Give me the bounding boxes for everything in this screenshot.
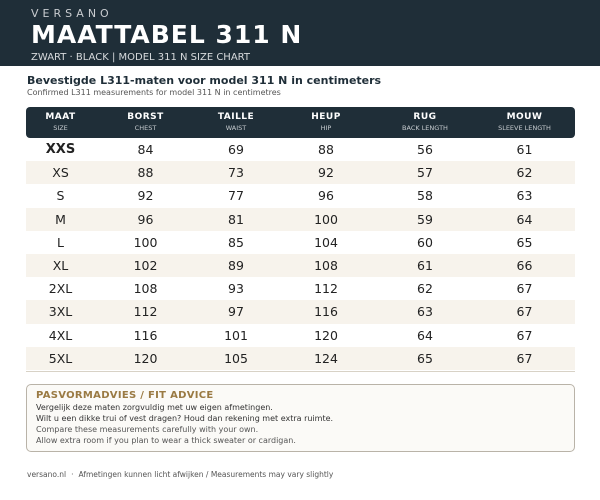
size-cell: XXS: [45, 142, 76, 158]
hip-cell: 116: [314, 304, 338, 320]
header-banner: VERSANO MAATTABEL 311 N ZWART · BLACK | …: [0, 0, 600, 66]
back-length-cell: 57: [417, 165, 433, 181]
fit-advice-line: Allow extra room if you plan to wear a t…: [36, 436, 296, 445]
waist-cell: 81: [228, 211, 244, 227]
hip-cell: 92: [318, 165, 334, 181]
size-cell: XL: [52, 258, 69, 274]
hip-cell: 88: [318, 142, 334, 158]
table-row: M 96 81 100 59 64: [26, 207, 575, 231]
sleeve-length-cell: 62: [516, 165, 533, 181]
column-header-sleeve-length: MOUW SLEEVE LENGTH: [498, 112, 551, 132]
column-header-waist: TAILLE WAIST: [217, 112, 255, 132]
size-cell: 4XL: [48, 327, 73, 343]
hip-cell: 100: [314, 211, 338, 227]
footer-separator: ·: [71, 470, 74, 479]
hip-cell: 104: [314, 234, 338, 250]
hip-cell: 96: [318, 188, 334, 204]
back-length-cell: 61: [417, 258, 433, 274]
table-bottom-rule: [26, 370, 575, 372]
page-title: MAATTABEL 311 N: [31, 20, 303, 49]
size-cell: 3XL: [48, 304, 73, 320]
footer: versano.nl · Afmetingen kunnen licht afwij…: [27, 470, 333, 479]
sleeve-length-cell: 65: [516, 234, 533, 250]
table-row: XS 88 73 92 57 62: [26, 161, 575, 185]
chest-cell: 100: [133, 234, 158, 250]
brand-name: VERSANO: [31, 7, 113, 20]
waist-cell: 105: [224, 350, 248, 366]
table-row: 2XL 108 93 112 62 67: [26, 277, 575, 300]
chest-cell: 116: [133, 327, 158, 343]
back-length-cell: 59: [417, 211, 433, 227]
sleeve-length-cell: 67: [516, 350, 533, 366]
footer-note: Afmetingen kunnen licht afwijken / Measu…: [78, 470, 334, 479]
size-cell: 2XL: [48, 281, 73, 297]
waist-cell: 101: [224, 327, 248, 343]
sleeve-length-cell: 63: [516, 188, 533, 204]
fit-advice-box: PASVORMADVIES / FIT ADVICE Vergelijk dez…: [26, 384, 575, 452]
fit-advice-line: Wilt u een dikke trui of vest dragen? Ho…: [36, 414, 334, 423]
waist-cell: 73: [228, 165, 244, 181]
fit-advice-line: Vergelijk deze maten zorgvuldig met uw e…: [36, 403, 273, 412]
section-heading: Bevestigde L311-maten voor model 311 N i…: [27, 74, 382, 87]
size-table: MAAT SIZE BORST CHEST TAILLE WAIST HEUP …: [26, 107, 575, 372]
fit-advice-title: PASVORMADVIES / FIT ADVICE: [36, 390, 214, 401]
sleeve-length-cell: 66: [516, 258, 533, 274]
table-header: MAAT SIZE BORST CHEST TAILLE WAIST HEUP …: [26, 107, 575, 138]
column-header-hip: HEUP HIP: [311, 112, 341, 132]
hip-cell: 120: [314, 327, 338, 343]
sleeve-length-cell: 64: [516, 211, 533, 227]
waist-cell: 69: [228, 142, 244, 158]
chest-cell: 120: [133, 350, 158, 366]
back-length-cell: 65: [417, 350, 433, 366]
waist-cell: 97: [228, 304, 244, 320]
column-header-back-length: RUG BACK LENGTH: [402, 112, 448, 132]
column-header-chest: BORST CHEST: [127, 112, 164, 132]
table-row: 3XL 112 97 116 63 67: [26, 300, 575, 324]
table-row: XXS 84 69 88 56 61: [26, 138, 575, 161]
page-subtitle: ZWART · BLACK | MODEL 311 N SIZE CHART: [31, 52, 250, 63]
size-cell: S: [56, 188, 65, 204]
chest-cell: 84: [137, 142, 154, 158]
sleeve-length-cell: 67: [516, 281, 533, 297]
chest-cell: 92: [137, 188, 154, 204]
sleeve-length-cell: 67: [516, 327, 533, 343]
chest-cell: 102: [133, 258, 158, 274]
fit-advice-line: Compare these measurements carefully wit…: [36, 425, 259, 434]
section-subheading: Confirmed L311 measurements for model 31…: [27, 88, 281, 97]
back-length-cell: 64: [417, 327, 433, 343]
waist-cell: 93: [228, 281, 244, 297]
sleeve-length-cell: 67: [516, 304, 533, 320]
size-cell: L: [57, 234, 64, 250]
chest-cell: 108: [133, 281, 158, 297]
size-cell: 5XL: [48, 350, 73, 366]
size-cell: M: [55, 211, 66, 227]
column-header-size: MAAT SIZE: [45, 112, 76, 132]
back-length-cell: 62: [417, 281, 433, 297]
table-row: XL 102 89 108 61 66: [26, 253, 575, 278]
hip-cell: 112: [314, 281, 338, 297]
back-length-cell: 63: [417, 304, 433, 320]
back-length-cell: 56: [417, 142, 433, 158]
back-length-cell: 60: [417, 234, 433, 250]
table-row: 5XL 120 105 124 65 67: [26, 346, 575, 370]
size-cell: XS: [52, 165, 69, 181]
footer-site-link[interactable]: versano.nl: [27, 470, 67, 479]
chest-cell: 88: [137, 165, 154, 181]
table-row: L 100 85 104 60 65: [26, 231, 575, 254]
chest-cell: 112: [133, 304, 158, 320]
hip-cell: 108: [314, 258, 338, 274]
waist-cell: 77: [228, 188, 244, 204]
sleeve-length-cell: 61: [516, 142, 533, 158]
back-length-cell: 58: [417, 188, 433, 204]
chest-cell: 96: [137, 211, 154, 227]
table-row: S 92 77 96 58 63: [26, 184, 575, 207]
hip-cell: 124: [314, 350, 338, 366]
waist-cell: 85: [228, 234, 244, 250]
waist-cell: 89: [228, 258, 244, 274]
table-row: 4XL 116 101 120 64 67: [26, 324, 575, 347]
